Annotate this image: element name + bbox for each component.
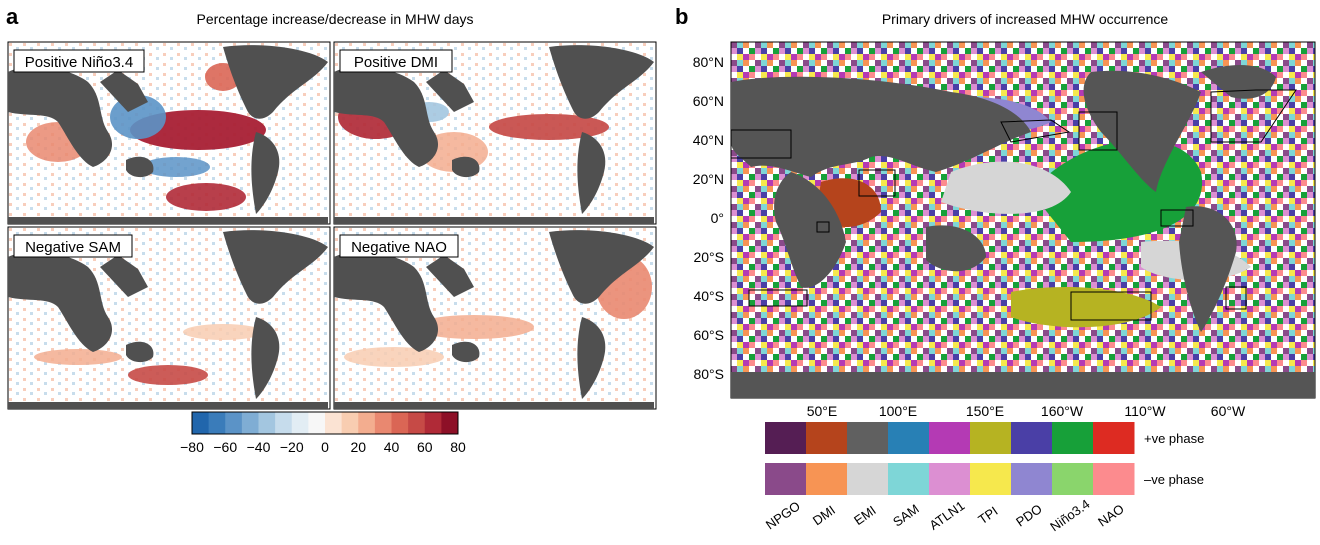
submap-label-nao: Negative NAO <box>351 239 447 256</box>
legend-neg-swatch <box>929 463 971 495</box>
submap-negative-nao: Negative NAO <box>333 226 657 410</box>
colorbar-swatch <box>391 412 409 434</box>
panel-a-letter: a <box>6 4 19 29</box>
lat-tick-label: 80°N <box>693 54 724 70</box>
legend-neg-label: –ve phase <box>1144 472 1204 487</box>
submap-label-sam: Negative SAM <box>25 239 121 256</box>
legend-neg-swatch <box>1011 463 1053 495</box>
legend-driver-label: PDO <box>1013 501 1045 529</box>
legend-neg-swatch <box>1052 463 1094 495</box>
lat-tick-label: 80°S <box>693 366 724 382</box>
colorbar-swatch <box>208 412 226 434</box>
lat-tick-label: 20°S <box>693 249 724 265</box>
longitude-ticks: 50°E 100°E 150°E 160°W 110°W 60°W <box>807 403 1246 419</box>
panel-b-land <box>731 65 1315 398</box>
legend-driver-label: SAM <box>890 501 922 529</box>
colorbar-swatch <box>241 412 259 434</box>
lat-tick-label: 20°N <box>693 171 724 187</box>
colorbar-swatch <box>225 412 243 434</box>
lon-tick-label: 100°E <box>879 403 917 419</box>
colorbar-tick-label: 80 <box>450 439 466 455</box>
submap-label-dmi: Positive DMI <box>354 54 438 71</box>
colorbar-tick-label: −60 <box>213 439 237 455</box>
legend-driver-label: NAO <box>1095 501 1127 529</box>
lon-tick-label: 60°W <box>1211 403 1246 419</box>
driver-legend: +ve phase –ve phase NPGO DMI EMI SAM ATLN1 TPI P… <box>763 422 1204 534</box>
colorbar-swatch <box>275 412 293 434</box>
legend-driver-label: ATLN1 <box>926 498 967 533</box>
colorbar-swatch <box>408 412 426 434</box>
colorbar-swatch <box>291 412 309 434</box>
lon-tick-label: 160°W <box>1041 403 1084 419</box>
lon-tick-label: 150°E <box>966 403 1004 419</box>
colorbar-swatch <box>441 412 459 434</box>
nino-south-blob <box>166 183 246 211</box>
legend-neg-swatch <box>806 463 848 495</box>
lat-tick-label: 40°N <box>693 132 724 148</box>
submap-positive-dmi: Positive DMI <box>333 41 657 225</box>
legend-driver-label: NPGO <box>763 498 803 532</box>
colorbar-tick-label: −20 <box>280 439 304 455</box>
lat-tick-label: 0° <box>711 210 724 226</box>
drivers-map <box>730 41 1316 399</box>
legend-neg-swatch <box>765 463 807 495</box>
lat-tick-label: 60°N <box>693 93 724 109</box>
legend-neg-swatch <box>1093 463 1135 495</box>
legend-neg-swatch <box>847 463 889 495</box>
lon-tick-label: 110°W <box>1124 403 1166 419</box>
legend-driver-label: TPI <box>975 503 1000 527</box>
region-boxes <box>730 89 1297 321</box>
colorbar-tick-label: −80 <box>180 439 204 455</box>
legend-neg-swatch <box>888 463 930 495</box>
legend-neg-swatch <box>970 463 1012 495</box>
colorbar-tick-label: 60 <box>417 439 433 455</box>
legend-pos-swatch <box>970 422 1012 454</box>
colorbar-swatch <box>374 412 392 434</box>
submap-negative-sam: Negative SAM <box>7 226 331 410</box>
lon-tick-label: 50°E <box>807 403 838 419</box>
colorbar-swatch <box>325 412 343 434</box>
legend-driver-label: Niño3.4 <box>1047 496 1092 534</box>
panel-b-letter: b <box>675 4 688 29</box>
legend-pos-swatch <box>806 422 848 454</box>
colorbar: −80 −60 −40 −20 0 20 40 60 80 <box>180 411 466 455</box>
legend-driver-label: EMI <box>851 503 879 529</box>
submap-label-nino34: Positive Niño3.4 <box>25 54 133 71</box>
colorbar-swatch <box>258 412 276 434</box>
legend-pos-label: +ve phase <box>1144 431 1204 446</box>
colorbar-swatch <box>341 412 359 434</box>
colorbar-tick-label: 0 <box>321 439 329 455</box>
legend-pos-swatch <box>888 422 930 454</box>
legend-driver-label: DMI <box>810 502 838 528</box>
panel-a-title: Percentage increase/decrease in MHW days <box>196 11 473 27</box>
legend-pos-swatch <box>847 422 889 454</box>
lat-tick-label: 40°S <box>693 288 724 304</box>
colorbar-swatch <box>308 412 326 434</box>
colorbar-swatch <box>358 412 376 434</box>
colorbar-swatch <box>192 412 210 434</box>
colorbar-tick-label: 40 <box>384 439 400 455</box>
latitude-ticks: 80°N 60°N 40°N 20°N 0° 20°S 40°S 60°S 80°S <box>693 54 724 382</box>
legend-pos-swatch <box>765 422 807 454</box>
colorbar-tick-label: 20 <box>350 439 366 455</box>
colorbar-frame <box>191 411 459 435</box>
submap-positive-nino34: Positive Niño3.4 <box>7 41 331 225</box>
legend-pos-swatch <box>1011 422 1053 454</box>
panel-b-title: Primary drivers of increased MHW occurre… <box>882 11 1169 27</box>
colorbar-swatch <box>424 412 442 434</box>
legend-pos-swatch <box>1052 422 1094 454</box>
colorbar-tick-label: −40 <box>247 439 271 455</box>
legend-pos-swatch <box>929 422 971 454</box>
legend-pos-swatch <box>1093 422 1135 454</box>
lat-tick-label: 60°S <box>693 327 724 343</box>
